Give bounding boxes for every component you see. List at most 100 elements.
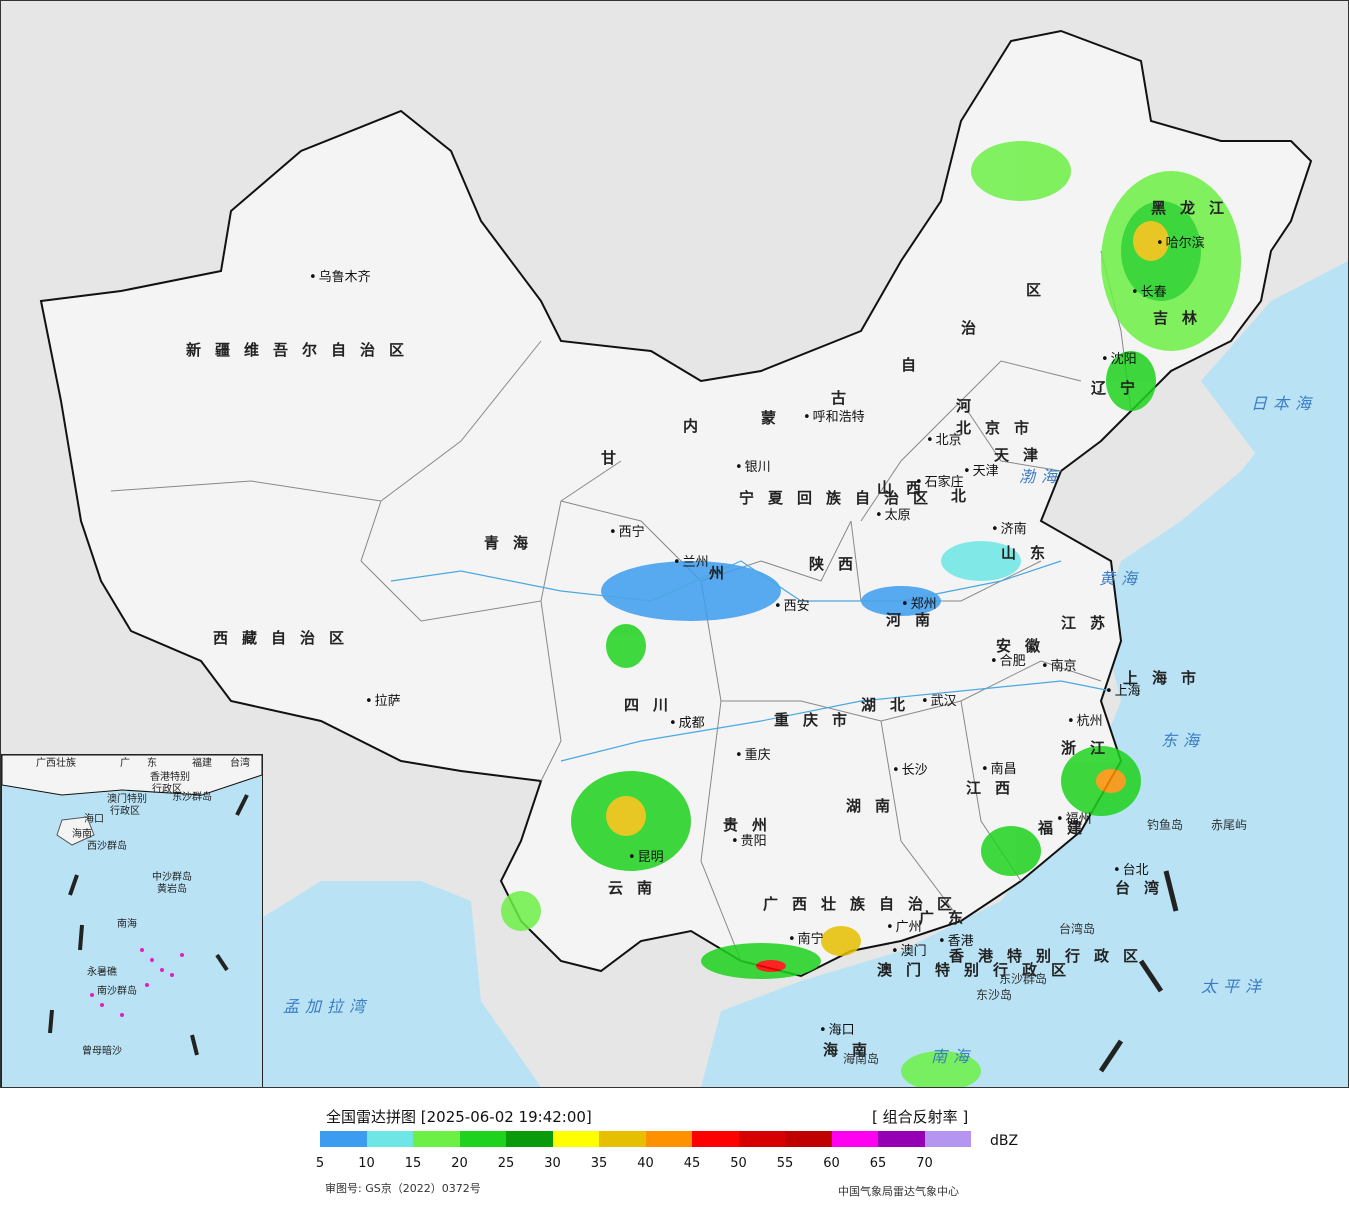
scale-tick-label: 65: [869, 1156, 887, 1171]
province-label-guangxi: 广西壮族自治区: [763, 895, 967, 913]
city-label-guangzhou: 广州: [886, 921, 922, 934]
city-label-changchun: 长春: [1131, 286, 1167, 299]
island-label-diaoyu: 钓鱼岛: [1147, 818, 1184, 832]
inset-label-in-nansha: 南沙群岛: [97, 986, 137, 997]
inset-label-in-nanhai: 南海: [117, 919, 137, 930]
island-label-hainan-island: 海南岛: [843, 1052, 880, 1066]
scale-tick-label: 55: [776, 1156, 794, 1171]
scale-swatch: [692, 1131, 739, 1147]
inset-label-in-dong: 东: [147, 758, 157, 769]
sea-label-ribenhai: 日本海: [1251, 394, 1318, 413]
city-label-lanzhou: 兰州: [673, 556, 709, 569]
city-label-xian: 西安: [774, 600, 810, 613]
province-label-jiangxi: 江西: [966, 779, 1025, 797]
province-label-neimenggu-3: 古: [831, 389, 861, 407]
city-label-xining: 西宁: [609, 526, 645, 539]
scale-swatch: [366, 1131, 413, 1147]
scale-tick-label: 15: [404, 1156, 422, 1171]
inset-label-in-macau2: 行政区: [110, 806, 140, 817]
province-label-gansu: 甘: [601, 449, 631, 467]
city-label-jinan: 济南: [991, 523, 1027, 536]
city-label-hefei: 合肥: [990, 655, 1026, 668]
province-label-macau: 澳门特别行政区: [877, 961, 1081, 979]
scale-swatch: [878, 1131, 925, 1147]
city-label-taiyuan: 太原: [875, 509, 911, 522]
province-label-neimenggu-2: 蒙: [761, 409, 791, 427]
scale-swatch: [599, 1131, 646, 1147]
legend-product: [ 组合反射率 ]: [872, 1108, 969, 1126]
sea-label-mengjiala: 孟加拉湾: [283, 997, 372, 1016]
inset-label-in-guang: 广: [120, 758, 130, 769]
scale-tick-label: 45: [683, 1156, 701, 1171]
city-label-haikou: 海口: [819, 1024, 855, 1037]
scale-unit: dBZ: [990, 1133, 1019, 1149]
island-label-taiwan-island: 台湾岛: [1059, 922, 1096, 936]
province-label-jilin: 吉林: [1153, 309, 1212, 327]
scale-swatch: [459, 1131, 506, 1147]
province-label-hubei: 湖北: [861, 696, 920, 714]
bay-of-bengal: [201, 881, 541, 1087]
province-label-xinjiang: 新疆维吾尔自治区: [186, 341, 419, 359]
scale-swatch: [785, 1131, 832, 1147]
province-label-shanxi: 山西: [877, 479, 936, 497]
island-label-chiwei: 赤尾屿: [1211, 818, 1248, 832]
city-label-chongqing-c: 重庆: [735, 749, 771, 762]
province-label-henan: 河南: [886, 611, 945, 629]
nine-dash-line: [1098, 870, 1179, 1073]
city-label-shanghai-c: 上海: [1105, 685, 1141, 698]
province-label-xizang: 西藏自治区: [213, 629, 359, 647]
legend-panel: 全国雷达拼图 [2025-06-02 19:42:00] [ 组合反射率 ] d…: [0, 1088, 1349, 1208]
scale-tick-label: 30: [544, 1156, 561, 1171]
inset-label-in-macau: 澳门特别: [107, 794, 147, 805]
province-label-chongqing: 重庆市: [774, 711, 862, 729]
city-label-changsha: 长沙: [892, 764, 928, 777]
province-label-gansu-zhou: 州: [709, 564, 739, 582]
sea-label-donghai: 东海: [1161, 731, 1206, 750]
sea-label-bohai: 渤海: [1019, 467, 1064, 486]
sea-label-nanhai: 南海: [931, 1047, 976, 1066]
city-label-hohhot: 呼和浩特: [803, 411, 865, 424]
scale-tick-label: 60: [823, 1156, 840, 1171]
province-label-yunnan: 云南: [608, 879, 667, 897]
province-label-shaanxi: 陕西: [809, 555, 868, 573]
legend-title: 全国雷达拼图 [2025-06-02 19:42:00]: [326, 1108, 592, 1126]
scale-tick-label: 10: [358, 1156, 375, 1171]
city-label-hangzhou: 杭州: [1067, 715, 1103, 728]
province-label-hongkong: 香港特别行政区: [949, 947, 1153, 965]
sea-label-taipingyang: 太平洋: [1201, 977, 1268, 996]
inset-label-in-hk: 香港特别: [150, 772, 190, 783]
city-label-shenyang: 沈阳: [1101, 353, 1137, 366]
city-label-harbin: 哈尔滨: [1156, 237, 1205, 250]
city-label-nanchang: 南昌: [981, 763, 1017, 776]
province-label-sichuan: 四川: [624, 696, 683, 714]
scale-tick-label: 20: [451, 1156, 468, 1171]
inset-label-in-huangyan: 黄岩岛: [157, 884, 187, 895]
province-label-taiwan: 台湾: [1115, 879, 1174, 897]
city-label-nanning: 南宁: [788, 933, 824, 946]
inset-svg: [2, 755, 262, 1056]
province-label-heilongjiang: 黑龙江: [1151, 199, 1239, 217]
city-label-chengdu: 成都: [669, 717, 705, 730]
japan-sea: [1201, 261, 1348, 521]
province-label-liaoning: 辽宁: [1091, 379, 1150, 397]
province-label-neimenggu-4: 自: [901, 356, 931, 374]
province-label-beijing-prov: 北京市: [956, 419, 1044, 437]
province-label-shanghai: 上海市: [1123, 669, 1211, 687]
province-label-neimenggu-5: 治: [961, 319, 991, 337]
scale-swatch: [506, 1131, 553, 1147]
province-label-neimenggu-6: 区: [1026, 281, 1056, 299]
province-label-hainan: 海南: [823, 1041, 882, 1059]
inset-label-in-guangxi: 广西壮族: [36, 758, 76, 769]
island-label-dongsha-2: 东沙岛: [976, 988, 1013, 1002]
province-label-shandong: 山东: [1001, 544, 1060, 562]
city-label-hongkong-c: 香港: [938, 935, 974, 948]
city-label-zhengzhou: 郑州: [901, 598, 937, 611]
province-label-hunan: 湖南: [846, 797, 905, 815]
sea-label-huanghai: 黄海: [1099, 569, 1144, 588]
inset-label-in-dongsha: 东沙群岛: [172, 792, 212, 803]
inset-label-in-haikou: 海口: [84, 814, 104, 825]
city-label-fuzhou: 福州: [1056, 813, 1092, 826]
sea-area: [701, 241, 1348, 1087]
inset-label-in-zengmu: 曾母暗沙: [82, 1046, 122, 1057]
scale-tick-label: 35: [590, 1156, 608, 1171]
